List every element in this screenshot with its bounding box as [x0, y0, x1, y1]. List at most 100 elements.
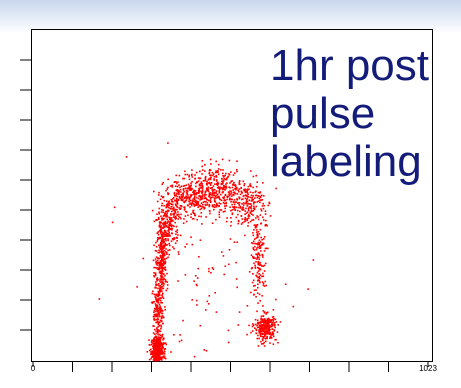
scatter-point — [163, 355, 166, 357]
scatter-point — [162, 339, 164, 341]
scatter-point — [262, 265, 265, 267]
scatter-point — [257, 334, 259, 337]
scatter-point — [206, 202, 209, 204]
scatter-point — [161, 353, 164, 355]
scatter-point — [191, 180, 193, 183]
scatter-point — [251, 267, 253, 269]
scatter-point — [98, 298, 101, 300]
scatter-point — [159, 310, 161, 313]
scatter-point — [156, 327, 158, 329]
scatter-point — [264, 338, 267, 340]
scatter-point — [196, 304, 198, 306]
scatter-point — [258, 245, 261, 248]
scatter-point — [174, 210, 176, 213]
scatter-point — [208, 210, 211, 212]
scatter-point — [164, 212, 166, 215]
scatter-point — [162, 211, 165, 214]
scatter-point — [254, 327, 256, 329]
scatter-point — [166, 281, 168, 283]
scatter-point — [262, 318, 264, 321]
scatter-point — [255, 226, 258, 228]
scatter-point — [182, 177, 184, 180]
scatter-point — [185, 184, 188, 186]
scatter-point — [157, 338, 160, 340]
scatter-point — [212, 189, 214, 192]
scatter-point — [233, 181, 235, 184]
scatter-point — [221, 251, 223, 253]
scatter-point — [207, 182, 210, 184]
scatter-point — [262, 342, 265, 345]
scatter-point — [160, 289, 162, 291]
scatter-point — [180, 217, 182, 220]
scatter-point — [163, 348, 166, 351]
scatter-point — [187, 187, 189, 189]
scatter-point — [208, 169, 211, 172]
scatter-point — [162, 287, 165, 290]
scatter-point — [210, 174, 212, 176]
scatter-point — [274, 323, 276, 326]
scatter-point — [251, 325, 254, 328]
scatter-point — [159, 351, 162, 353]
scatter-point — [237, 213, 239, 216]
scatter-point — [155, 299, 158, 302]
scatter-point — [163, 253, 166, 255]
scatter-point — [226, 195, 228, 198]
scatter-point — [162, 254, 164, 256]
scatter-point — [153, 190, 155, 193]
scatter-point — [222, 186, 225, 189]
scatter-point — [173, 191, 176, 194]
scatter-point — [233, 241, 236, 243]
scatter-point — [215, 218, 217, 221]
scatter-point — [159, 272, 162, 275]
scatter-point — [265, 322, 267, 325]
scatter-point — [208, 195, 210, 198]
scatter-point — [173, 214, 175, 216]
scatter-point — [165, 343, 168, 346]
scatter-point — [228, 159, 231, 162]
scatter-point — [158, 341, 161, 343]
scatter-point — [231, 195, 233, 197]
scatter-point — [152, 359, 155, 361]
scatter-point — [258, 273, 260, 275]
scatter-point — [241, 218, 244, 220]
scatter-point — [159, 357, 161, 359]
scatter-point — [157, 287, 159, 290]
scatter-point — [258, 258, 261, 260]
scatter-point — [268, 201, 270, 204]
scatter-point — [192, 211, 194, 214]
scatter-point — [254, 245, 256, 248]
scatter-point — [172, 207, 175, 210]
scatter-point — [211, 194, 213, 196]
scatter-point — [252, 219, 255, 221]
scatter-point — [190, 202, 192, 205]
scatter-point — [211, 205, 214, 208]
scatter-point — [266, 336, 268, 339]
scatter-point — [181, 196, 184, 199]
scatter-point — [191, 204, 193, 207]
scatter-point — [155, 256, 158, 258]
scatter-point — [212, 205, 215, 208]
scatter-point — [262, 207, 265, 210]
scatter-point — [169, 208, 172, 210]
scatter-point — [150, 351, 152, 353]
scatter-point — [157, 310, 159, 313]
scatter-point — [264, 324, 266, 326]
scatter-point — [259, 199, 261, 201]
scatter-point — [252, 175, 255, 178]
scatter-point — [246, 190, 248, 193]
scatter-point — [155, 321, 158, 324]
scatter-point — [222, 188, 225, 190]
scatter-point — [175, 225, 178, 228]
scatter-point — [254, 266, 257, 269]
scatter-point — [215, 197, 218, 199]
scatter-point — [157, 238, 159, 241]
scatter-point — [157, 233, 160, 236]
scatter-point — [167, 193, 170, 195]
scatter-point — [163, 225, 165, 227]
scatter-point — [167, 239, 169, 242]
scatter-point — [249, 206, 252, 208]
scatter-point — [223, 184, 225, 187]
scatter-point — [161, 236, 164, 239]
scatter-point — [209, 158, 212, 161]
scatter-point — [157, 291, 160, 294]
